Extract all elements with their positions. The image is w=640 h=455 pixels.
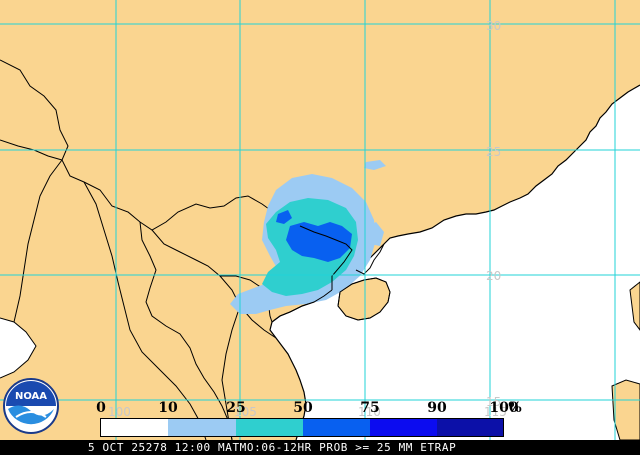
coastline [269, 84, 640, 440]
legend-swatch-1 [168, 419, 236, 436]
legend-tick-10: 10 [158, 400, 178, 416]
lon-label-115: 115 [484, 405, 507, 419]
prob-10-blob [364, 160, 386, 170]
border-vietnam-china [299, 225, 353, 290]
legend-tick-90: 90 [427, 400, 447, 416]
bay-of-bengal [0, 318, 36, 378]
land-luzon [611, 379, 640, 440]
legend-swatch-5 [437, 419, 504, 436]
logo-text: NOAA [15, 391, 47, 402]
lon-label-100: 100 [108, 405, 131, 419]
coastline-leizhou [355, 243, 385, 275]
coastline-hainan [337, 277, 391, 321]
legend-swatch-2 [236, 419, 303, 436]
prob-50-region [286, 222, 352, 262]
legend-swatch-4 [370, 419, 437, 436]
noaa-logo: NOAA [3, 378, 59, 434]
legend-tick-25: 25 [226, 400, 246, 416]
land-taiwan [629, 281, 640, 331]
legend-tick-100: 100 [489, 400, 519, 416]
legend-swatch-0 [101, 419, 168, 436]
legend-tick-0: 0 [96, 400, 106, 416]
probability-shading [230, 160, 386, 314]
legend-unit: % [508, 400, 522, 416]
legend-swatch-3 [303, 419, 370, 436]
lon-label-105: 105 [234, 405, 257, 419]
prob-10-coast [364, 222, 384, 246]
forecast-map [0, 0, 640, 440]
caption-bar: 5 OCT 25278 12:00 MATMO:06-12HR PROB >= … [0, 440, 640, 455]
coastline-gulf [271, 289, 333, 323]
lat-label-20: 20 [486, 269, 502, 283]
lat-label-15: 15 [486, 395, 502, 409]
lon-label-110: 110 [358, 405, 381, 419]
graticule [0, 0, 640, 440]
legend-tick-50: 50 [293, 400, 313, 416]
lat-label-25: 25 [486, 145, 502, 159]
country-borders [0, 59, 301, 440]
prob-50-small [276, 210, 292, 224]
lat-label-30: 30 [486, 19, 502, 33]
legend-tick-75: 75 [360, 400, 380, 416]
